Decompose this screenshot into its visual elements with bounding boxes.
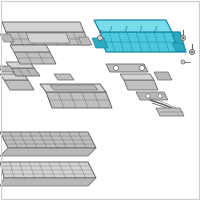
Circle shape xyxy=(180,36,186,40)
Polygon shape xyxy=(6,62,34,68)
Polygon shape xyxy=(54,74,74,80)
Polygon shape xyxy=(172,43,186,51)
Polygon shape xyxy=(100,32,178,52)
Polygon shape xyxy=(172,32,186,52)
Polygon shape xyxy=(0,132,96,148)
Circle shape xyxy=(140,66,144,71)
Circle shape xyxy=(191,51,193,53)
Polygon shape xyxy=(136,92,168,100)
Polygon shape xyxy=(94,20,172,32)
Circle shape xyxy=(181,60,185,64)
Polygon shape xyxy=(2,22,84,32)
Circle shape xyxy=(114,66,118,71)
Polygon shape xyxy=(10,68,40,76)
Polygon shape xyxy=(10,45,50,52)
Polygon shape xyxy=(0,66,14,72)
Polygon shape xyxy=(4,80,34,90)
Polygon shape xyxy=(6,32,90,45)
Polygon shape xyxy=(0,162,96,178)
Polygon shape xyxy=(120,74,154,80)
Polygon shape xyxy=(0,178,96,186)
Polygon shape xyxy=(154,72,172,80)
Polygon shape xyxy=(156,108,184,116)
Circle shape xyxy=(98,36,102,40)
Polygon shape xyxy=(40,84,106,92)
Polygon shape xyxy=(46,92,112,108)
Polygon shape xyxy=(92,38,108,48)
Polygon shape xyxy=(26,33,70,43)
Polygon shape xyxy=(14,52,56,64)
Polygon shape xyxy=(0,74,28,80)
Polygon shape xyxy=(78,37,92,45)
Polygon shape xyxy=(106,64,148,72)
Circle shape xyxy=(182,37,184,39)
Circle shape xyxy=(190,49,194,54)
Polygon shape xyxy=(124,80,158,90)
Polygon shape xyxy=(50,85,98,90)
Circle shape xyxy=(158,94,162,98)
Polygon shape xyxy=(0,148,96,156)
Polygon shape xyxy=(0,34,14,42)
Circle shape xyxy=(146,94,150,98)
